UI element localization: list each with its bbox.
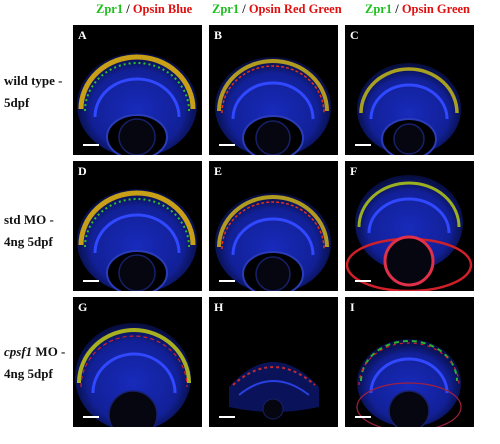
micrograph-panel-e: E	[209, 161, 338, 291]
micrograph-panel-h: H	[209, 297, 338, 427]
scale-bar	[355, 144, 371, 146]
row-label-cpsf1-mo: cpsf1 MO - 4ng 5dpf	[4, 344, 66, 381]
micrograph-panel-i: I	[345, 297, 474, 427]
row-label-std-mo: std MO - 4ng 5dpf	[4, 212, 54, 249]
scale-bar	[219, 280, 235, 282]
micrograph-panel-b: B	[209, 25, 338, 155]
row-label-wild-type: wild type - 5dpf	[4, 73, 63, 110]
scale-bar	[83, 144, 99, 146]
micrograph-panel-d: D	[73, 161, 202, 291]
scale-bar	[355, 416, 371, 418]
column-header-green: Zpr1 / Opsin Green	[365, 2, 471, 16]
scale-bar	[83, 416, 99, 418]
scale-bar	[219, 416, 235, 418]
column-header-red-green: Zpr1 / Opsin Red Green	[212, 2, 342, 16]
micrograph-panel-f: F	[345, 161, 474, 291]
scale-bar	[355, 280, 371, 282]
micrograph-panel-c: C	[345, 25, 474, 155]
micrograph-panel-a: A	[73, 25, 202, 155]
column-header-blue: Zpr1 / Opsin Blue	[96, 2, 193, 16]
scale-bar	[219, 144, 235, 146]
micrograph-panel-g: G	[73, 297, 202, 427]
scale-bar	[83, 280, 99, 282]
